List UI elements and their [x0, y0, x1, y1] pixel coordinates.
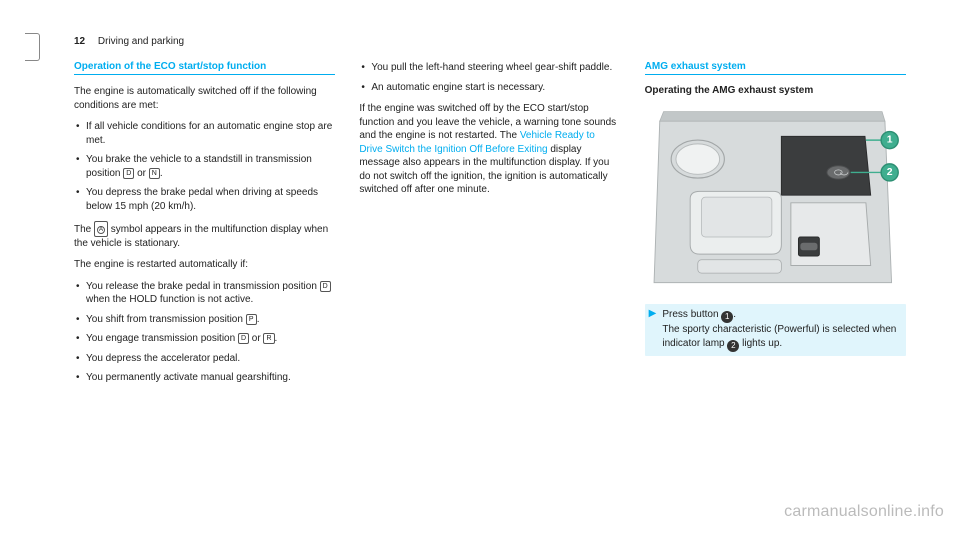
svg-text:1: 1	[886, 135, 892, 146]
eco-conditions: If all vehicle conditions for an automat…	[74, 120, 335, 213]
list-item: You shift from transmission position P.	[74, 313, 335, 327]
callout-ref-2: 2	[727, 340, 739, 352]
list-item: An automatic engine start is necessary.	[359, 81, 620, 95]
amg-exhaust-illustration: 1 2	[645, 104, 906, 294]
gear-box-icon: D	[238, 333, 249, 344]
eco-heading: Operation of the ECO start/stop function	[74, 61, 335, 75]
gear-box-icon: R	[263, 333, 274, 344]
text-fragment: lights up.	[739, 338, 782, 349]
eco-intro: The engine is automatically switched off…	[74, 85, 335, 112]
eco-warning: If the engine was switched off by the EC…	[359, 102, 620, 197]
step-text: Press button 1. The sporty characteristi…	[662, 308, 900, 352]
list-item: You depress the accelerator pedal.	[74, 352, 335, 366]
list-item: You pull the left-hand steering wheel ge…	[359, 61, 620, 75]
callout-ref-1: 1	[721, 311, 733, 323]
column-3: AMG exhaust system Operating the AMG exh…	[645, 61, 906, 393]
list-item: You brake the vehicle to a standstill in…	[74, 153, 335, 180]
restart-intro: The engine is restarted automatically if…	[74, 258, 335, 272]
page-header: 12 Driving and parking	[74, 36, 906, 47]
gear-box-icon: P	[246, 314, 257, 325]
column-2: You pull the left-hand steering wheel ge…	[359, 61, 620, 393]
gear-box-icon: N	[149, 168, 160, 179]
page-content: 12 Driving and parking Operation of the …	[0, 0, 960, 413]
step-arrow-icon: ▶	[649, 308, 657, 320]
eco-symbol-note: The A symbol appears in the multifunctio…	[74, 221, 335, 250]
header-section: Driving and parking	[98, 36, 184, 47]
amg-heading: AMG exhaust system	[645, 61, 906, 75]
restart-list: You release the brake pedal in transmiss…	[74, 280, 335, 385]
text-fragment: Press button	[662, 309, 721, 320]
page-number: 12	[74, 36, 85, 47]
text-fragment: The	[74, 224, 94, 235]
list-item: If all vehicle conditions for an automat…	[74, 120, 335, 147]
text-fragment: symbol appears in the multifunction disp…	[74, 224, 328, 249]
list-item: You permanently activate manual gearshif…	[74, 371, 335, 385]
column-1: Operation of the ECO start/stop function…	[74, 61, 335, 393]
eco-symbol-icon: A	[94, 221, 108, 237]
list-item: You engage transmission position D or R.	[74, 332, 335, 346]
amg-step: ▶ Press button 1. The sporty characteris…	[645, 304, 906, 356]
amg-subheading: Operating the AMG exhaust system	[645, 85, 906, 96]
text-fragment: .	[733, 309, 736, 320]
page-tab-mark	[25, 33, 40, 61]
list-item: You depress the brake pedal when driving…	[74, 186, 335, 213]
watermark: carmanualsonline.info	[784, 503, 944, 521]
list-item: You release the brake pedal in transmiss…	[74, 280, 335, 307]
gear-box-icon: D	[320, 281, 331, 292]
gear-box-icon: D	[123, 168, 134, 179]
svg-text:2: 2	[886, 167, 892, 178]
restart-list-cont: You pull the left-hand steering wheel ge…	[359, 61, 620, 94]
